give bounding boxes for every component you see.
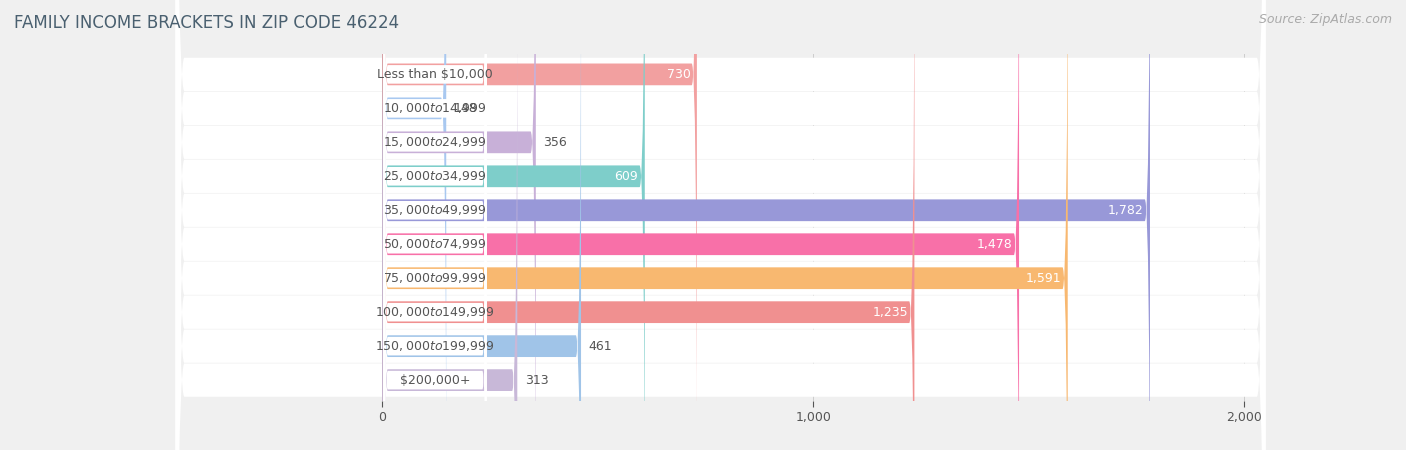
FancyBboxPatch shape [176,0,1265,450]
Text: 1,591: 1,591 [1025,272,1062,285]
FancyBboxPatch shape [384,0,486,450]
Text: $10,000 to $14,999: $10,000 to $14,999 [384,101,486,115]
Text: $150,000 to $199,999: $150,000 to $199,999 [375,339,495,353]
Text: $100,000 to $149,999: $100,000 to $149,999 [375,305,495,319]
FancyBboxPatch shape [382,0,1067,450]
Text: 461: 461 [589,340,613,353]
FancyBboxPatch shape [384,0,486,450]
FancyBboxPatch shape [382,0,536,450]
FancyBboxPatch shape [384,0,486,439]
Text: Source: ZipAtlas.com: Source: ZipAtlas.com [1258,14,1392,27]
FancyBboxPatch shape [176,0,1265,450]
FancyBboxPatch shape [382,0,914,450]
Text: $15,000 to $24,999: $15,000 to $24,999 [384,135,486,149]
FancyBboxPatch shape [384,50,486,450]
Text: $25,000 to $34,999: $25,000 to $34,999 [384,169,486,183]
Text: $50,000 to $74,999: $50,000 to $74,999 [384,237,486,251]
FancyBboxPatch shape [176,0,1265,450]
FancyBboxPatch shape [176,0,1265,450]
FancyBboxPatch shape [176,0,1265,450]
FancyBboxPatch shape [382,0,1019,450]
Text: 730: 730 [666,68,690,81]
FancyBboxPatch shape [382,0,517,450]
Text: 313: 313 [524,374,548,387]
Text: 356: 356 [544,136,567,149]
Text: Less than $10,000: Less than $10,000 [377,68,494,81]
FancyBboxPatch shape [384,16,486,450]
FancyBboxPatch shape [384,0,486,450]
FancyBboxPatch shape [384,0,486,450]
FancyBboxPatch shape [382,0,1150,450]
Text: 148: 148 [454,102,478,115]
FancyBboxPatch shape [176,0,1265,450]
FancyBboxPatch shape [384,0,486,450]
Text: 1,478: 1,478 [977,238,1012,251]
FancyBboxPatch shape [176,0,1265,450]
FancyBboxPatch shape [382,0,697,450]
Text: $200,000+: $200,000+ [399,374,470,387]
FancyBboxPatch shape [176,0,1265,450]
Text: 609: 609 [614,170,638,183]
Text: 1,782: 1,782 [1108,204,1143,217]
FancyBboxPatch shape [382,0,645,450]
Text: 1,235: 1,235 [872,306,908,319]
Text: $75,000 to $99,999: $75,000 to $99,999 [384,271,486,285]
Text: FAMILY INCOME BRACKETS IN ZIP CODE 46224: FAMILY INCOME BRACKETS IN ZIP CODE 46224 [14,14,399,32]
FancyBboxPatch shape [384,0,486,405]
FancyBboxPatch shape [176,0,1265,450]
FancyBboxPatch shape [176,0,1265,450]
FancyBboxPatch shape [382,0,446,450]
FancyBboxPatch shape [382,0,581,450]
Text: $35,000 to $49,999: $35,000 to $49,999 [384,203,486,217]
FancyBboxPatch shape [384,0,486,450]
